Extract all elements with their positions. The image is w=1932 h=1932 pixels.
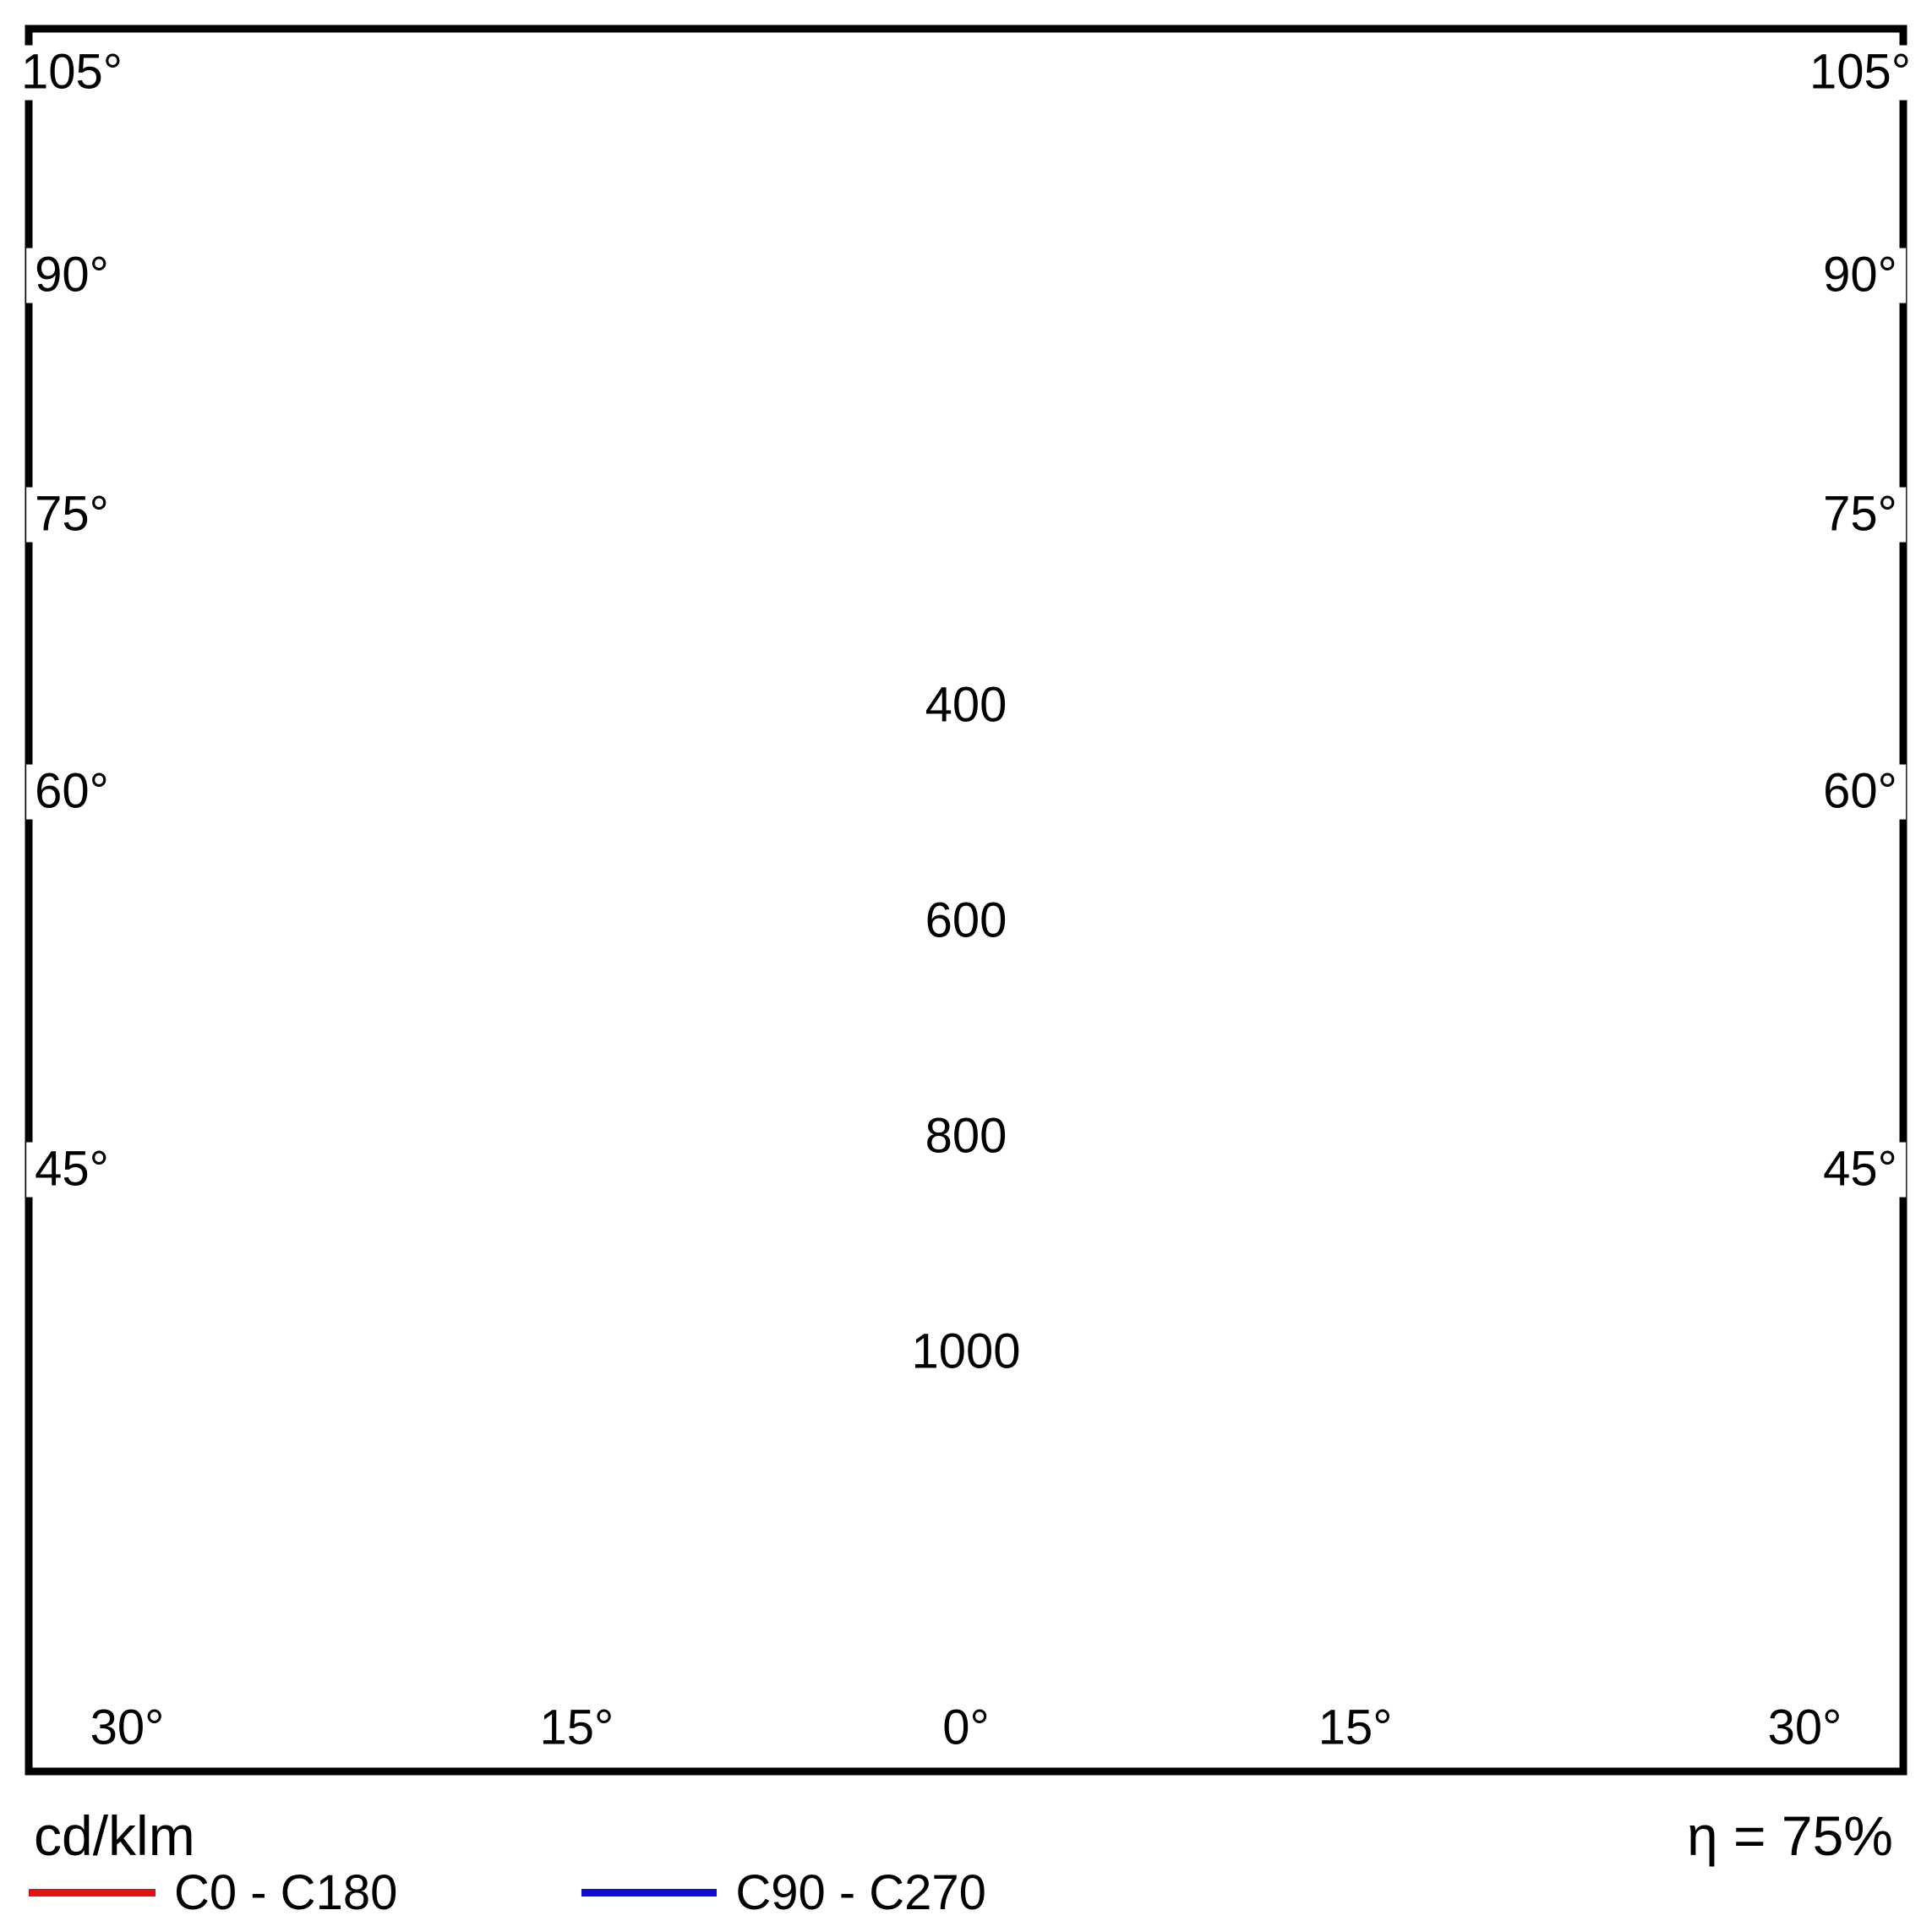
efficiency-label: η = 75%: [1686, 1804, 1893, 1867]
angle-label-bottom--15: 15°: [531, 1700, 623, 1756]
spoke-210: [57, 0, 859, 89]
spoke-105: [1174, 0, 1932, 220]
ring-800: [105, 0, 1827, 1137]
ring-600: [320, 0, 1612, 921]
ring-label-600: 600: [916, 893, 1016, 949]
spoke-45: [1118, 428, 1932, 1560]
angle-label-left-60: 60°: [26, 764, 117, 820]
spoke-330: [57, 462, 859, 1849]
ring-label-1000: 1000: [903, 1324, 1029, 1379]
legend-label-c90-c270: C90 - C270: [735, 1865, 986, 1920]
angle-label-bottom-15: 15°: [1309, 1700, 1401, 1756]
angle-label-right-75: 75°: [1815, 488, 1906, 543]
spoke-315: [0, 428, 814, 1560]
ring-label-800: 800: [916, 1109, 1016, 1165]
ring-1400: [0, 0, 1932, 1782]
angle-label-right-60: 60°: [1815, 764, 1906, 820]
legend-label-c0-c180: C0 - C180: [174, 1865, 398, 1920]
angle-label-right-105: 105°: [1801, 45, 1919, 101]
ring-400: [536, 0, 1397, 706]
legend-line-c90-c270: [581, 1889, 718, 1897]
units-label: cd/klm: [34, 1804, 195, 1867]
plot-frame: [25, 25, 1907, 1776]
angle-label-right-90: 90°: [1815, 248, 1906, 303]
spoke-195: [496, 0, 911, 68]
spoke-150: [1073, 0, 1875, 89]
angle-label-right-45: 45°: [1815, 1142, 1906, 1198]
angle-label-bottom--30: 30°: [81, 1700, 173, 1756]
spoke-165: [1022, 0, 1437, 68]
angle-label-left-90: 90°: [26, 248, 117, 303]
angle-label-left-75: 75°: [26, 488, 117, 543]
angle-label-left-105: 105°: [13, 45, 131, 101]
angle-label-left-45: 45°: [26, 1142, 117, 1198]
ring-label-400: 400: [916, 678, 1016, 734]
spoke-30: [1073, 462, 1875, 1849]
angle-label-bottom-0: 0°: [934, 1700, 998, 1756]
legend: C0 - C180 C90 - C270: [29, 1864, 986, 1921]
ring-200: [750, 60, 1181, 490]
legend-line-c0-c180: [29, 1889, 156, 1897]
spoke-255: [0, 0, 758, 220]
angle-label-bottom-30: 30°: [1759, 1700, 1851, 1756]
